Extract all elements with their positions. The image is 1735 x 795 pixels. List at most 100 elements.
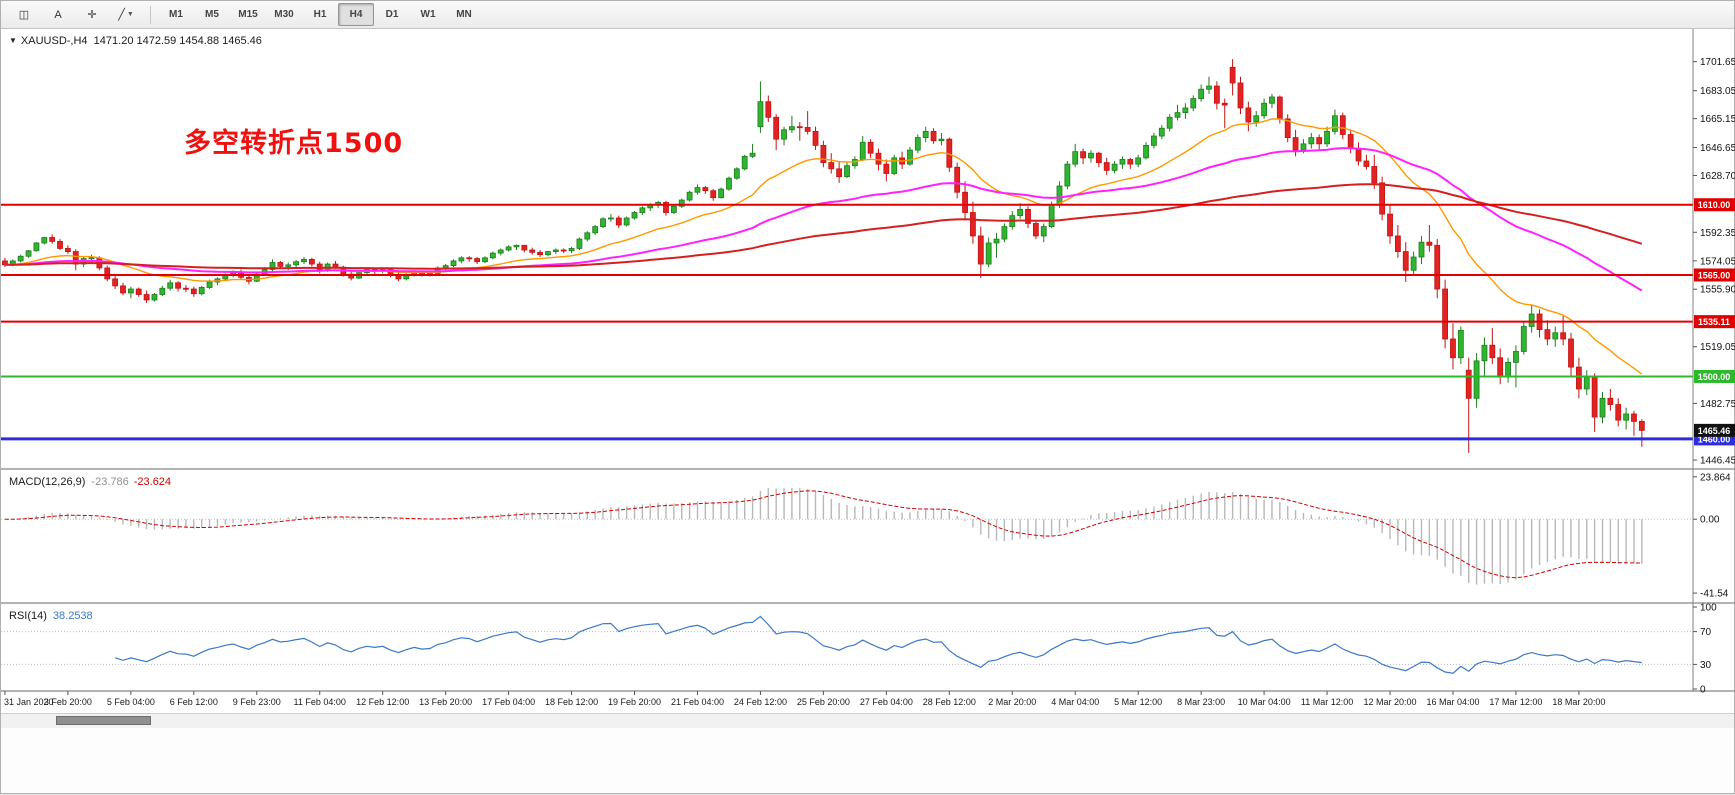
timeframe-button-mn[interactable]: MN (456, 9, 472, 20)
line-styles-button[interactable]: ╱ ▼ (109, 3, 143, 26)
symbol-ohlc-header: ▼ XAUUSD-,H4 1471.20 1472.59 1454.88 1465… (9, 35, 262, 47)
svg-text:5 Mar 12:00: 5 Mar 12:00 (1114, 697, 1162, 707)
svg-text:16 Mar 04:00: 16 Mar 04:00 (1426, 697, 1479, 707)
svg-text:8 Mar 23:00: 8 Mar 23:00 (1177, 697, 1225, 707)
annotation-text[interactable]: 多空转折点1500 (184, 128, 404, 159)
svg-text:1646.65: 1646.65 (1700, 143, 1735, 154)
line-styles-icon: ╱ (118, 9, 125, 21)
svg-text:3 Feb 20:00: 3 Feb 20:00 (44, 697, 92, 707)
timeframe-button-w1[interactable]: W1 (420, 9, 436, 20)
svg-text:1665.15: 1665.15 (1700, 114, 1735, 125)
svg-text:1465.46: 1465.46 (1698, 426, 1731, 436)
svg-text:-41.54: -41.54 (1700, 589, 1729, 600)
svg-text:1701.65: 1701.65 (1700, 57, 1735, 68)
symbol-dropdown-icon: ▼ (9, 36, 17, 45)
svg-text:5 Feb 04:00: 5 Feb 04:00 (107, 697, 155, 707)
timeframe-button-group: M1 M5 M15 M30 H1 H4 D1 W1 MN (158, 3, 482, 26)
svg-text:100: 100 (1700, 603, 1717, 614)
svg-text:24 Feb 12:00: 24 Feb 12:00 (734, 697, 787, 707)
text-label-icon: A (54, 8, 62, 21)
svg-text:13 Feb 20:00: 13 Feb 20:00 (419, 697, 472, 707)
timeframe-button-h1[interactable]: H1 (313, 9, 327, 20)
chevron-down-icon: ▼ (126, 11, 134, 18)
svg-text:1446.45: 1446.45 (1700, 456, 1735, 467)
svg-text:28 Feb 12:00: 28 Feb 12:00 (923, 697, 976, 707)
fast-ma-line (4, 118, 1643, 375)
svg-text:1574.05: 1574.05 (1700, 256, 1735, 267)
horizontal-scrollbar[interactable] (1, 713, 1734, 728)
svg-text:23.864: 23.864 (1700, 472, 1731, 483)
scrollbar-thumb[interactable] (56, 716, 151, 725)
text-label-button[interactable]: A (41, 3, 75, 26)
moving-average-lines (4, 118, 1643, 375)
svg-text:0: 0 (1700, 685, 1706, 696)
svg-text:9 Feb 23:00: 9 Feb 23:00 (233, 697, 281, 707)
timeframe-button-d1[interactable]: D1 (385, 9, 399, 20)
svg-text:1535.11: 1535.11 (1698, 317, 1730, 327)
svg-text:30: 30 (1700, 660, 1712, 671)
svg-text:21 Feb 04:00: 21 Feb 04:00 (671, 697, 724, 707)
svg-text:1683.05: 1683.05 (1700, 86, 1735, 97)
toolbar-separator (150, 5, 151, 24)
crosshair-button[interactable]: ✛ (75, 3, 109, 26)
macd-header: MACD(12,26,9) -23.786 -23.624 (9, 476, 171, 488)
svg-text:1500.00: 1500.00 (1698, 372, 1731, 382)
svg-text:70: 70 (1700, 627, 1712, 638)
svg-text:1565.00: 1565.00 (1698, 270, 1731, 280)
svg-text:2 Mar 20:00: 2 Mar 20:00 (988, 697, 1036, 707)
chart-canvas[interactable]: 1610.00 1565.00 1535.11 1500.00 1460.001465.… (1, 29, 1735, 795)
timeframe-button-m1[interactable]: M1 (169, 9, 183, 20)
macd-main-value: -23.786 (91, 476, 129, 488)
svg-text:1482.75: 1482.75 (1700, 399, 1735, 410)
panel-separators[interactable] (1, 468, 1735, 692)
svg-text:10 Mar 04:00: 10 Mar 04:00 (1238, 697, 1291, 707)
svg-text:6 Feb 12:00: 6 Feb 12:00 (170, 697, 218, 707)
crosshair-icon: ✛ (87, 9, 97, 21)
svg-text:12 Feb 12:00: 12 Feb 12:00 (356, 697, 409, 707)
chart-mode-button[interactable]: ◫ (7, 3, 41, 26)
svg-text:18 Feb 12:00: 18 Feb 12:00 (545, 697, 598, 707)
svg-text:19 Feb 20:00: 19 Feb 20:00 (608, 697, 661, 707)
svg-text:11 Mar 12:00: 11 Mar 12:00 (1301, 697, 1353, 707)
timeframe-button-m5[interactable]: M5 (205, 9, 219, 20)
svg-text:1592.35: 1592.35 (1700, 228, 1735, 239)
svg-text:17 Mar 12:00: 17 Mar 12:00 (1489, 697, 1542, 707)
slow-ma-line (4, 183, 1643, 270)
svg-text:11 Feb 04:00: 11 Feb 04:00 (294, 697, 346, 707)
horizontal-level-lines[interactable]: 1610.00 1565.00 1535.11 1500.00 1460.001465.… (1, 198, 1735, 446)
rsi-header: RSI(14) 38.2538 (9, 610, 93, 622)
svg-text:31 Jan 2020: 31 Jan 2020 (4, 697, 54, 707)
tool-icon-group: ◫ A ✛ ╱ ▼ (7, 3, 143, 26)
mid-ma-line (4, 147, 1643, 292)
svg-text:12 Mar 20:00: 12 Mar 20:00 (1363, 697, 1416, 707)
svg-text:1460.00: 1460.00 (1698, 434, 1731, 444)
rsi-value: 38.2538 (52, 610, 93, 622)
svg-text:1610.00: 1610.00 (1698, 200, 1731, 210)
rsi-panel: 100 70 30 0 (1, 603, 1717, 696)
svg-text:0.00: 0.00 (1700, 515, 1720, 526)
macd-label: MACD(12,26,9) (9, 476, 86, 488)
macd-panel: 23.864 0.00 -41.54 (1, 472, 1731, 600)
bottom-filler (1, 727, 1734, 793)
svg-text:4 Mar 04:00: 4 Mar 04:00 (1051, 697, 1099, 707)
toolbar: ◫ A ✛ ╱ ▼ M1 M5 M15 M30 H1 H4 D1 W1 MN (1, 1, 1734, 29)
svg-text:18 Mar 20:00: 18 Mar 20:00 (1552, 697, 1605, 707)
timeframe-button-m15[interactable]: M15 (238, 9, 258, 20)
chart-area[interactable]: 1610.00 1565.00 1535.11 1500.00 1460.00 1465.… (1, 29, 1735, 795)
svg-text:1519.05: 1519.05 (1700, 342, 1735, 353)
macd-signal-value: -23.624 (133, 476, 172, 488)
price-axis[interactable]: 1701.65 1683.05 1665.15 1646.65 1628.70 1592.… (1692, 29, 1735, 691)
svg-text:1555.90: 1555.90 (1700, 285, 1735, 296)
svg-text:27 Feb 04:00: 27 Feb 04:00 (860, 697, 913, 707)
svg-text:1628.70: 1628.70 (1700, 171, 1735, 182)
timeframe-button-m30[interactable]: M30 (274, 9, 294, 20)
svg-text:25 Feb 20:00: 25 Feb 20:00 (797, 697, 850, 707)
svg-text:17 Feb 04:00: 17 Feb 04:00 (482, 697, 535, 707)
ohlc-values: 1471.20 1472.59 1454.88 1465.46 (93, 35, 262, 47)
timeframe-button-h4[interactable]: H4 (338, 3, 374, 26)
symbol-label: XAUUSD-,H4 (20, 35, 88, 47)
rsi-label: RSI(14) (9, 610, 47, 622)
chart-mode-icon: ◫ (18, 9, 30, 21)
